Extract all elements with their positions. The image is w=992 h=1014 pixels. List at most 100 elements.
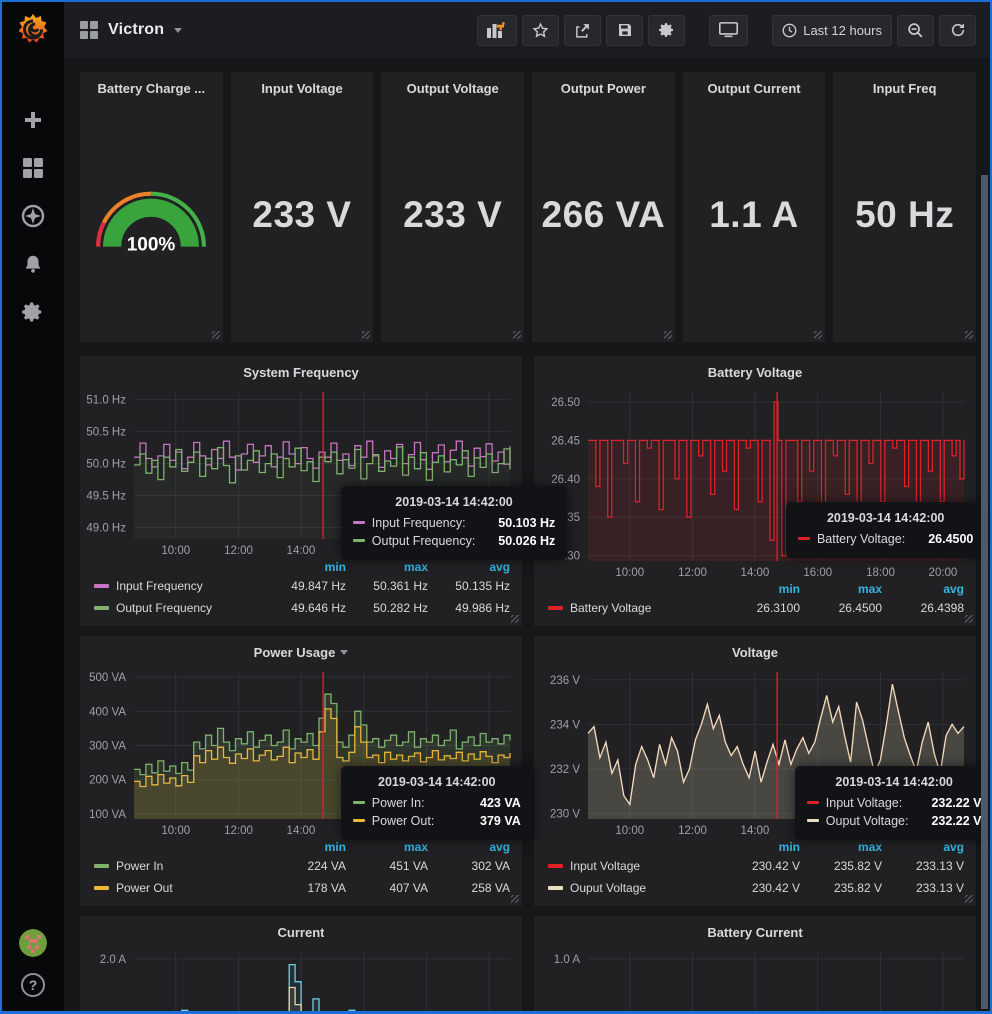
- panel-resize-handle[interactable]: [362, 331, 370, 339]
- legend-series-toggle[interactable]: Output Frequency: [94, 601, 264, 615]
- panel-system-frequency: System Frequency51.0 Hz50.5 Hz50.0 Hz49.…: [80, 356, 522, 626]
- panel-resize-handle[interactable]: [511, 895, 519, 903]
- legend-series-toggle[interactable]: Power Out: [94, 881, 264, 895]
- panel-title[interactable]: Battery Charge ...: [98, 81, 206, 96]
- panel-resize-handle[interactable]: [965, 615, 973, 623]
- panel-title[interactable]: Battery Current: [707, 925, 802, 940]
- time-range-picker[interactable]: Last 12 hours: [772, 15, 892, 46]
- tooltip-row: Power In:423 VA: [353, 796, 521, 810]
- panel-resize-handle[interactable]: [814, 331, 822, 339]
- chart-area[interactable]: 2.0 A1.5 A1.0 A0.5 A10:0012:0014:0016:00…: [80, 943, 522, 1011]
- legend-value: 230.42 V: [718, 859, 800, 873]
- legend-series-toggle[interactable]: Battery Voltage: [548, 601, 718, 615]
- y-axis-tick: 50.0 Hz: [86, 459, 126, 471]
- tooltip-series-value: 232.22 V: [915, 814, 981, 828]
- panel-resize-handle[interactable]: [513, 331, 521, 339]
- panel-resize-handle[interactable]: [965, 331, 973, 339]
- y-axis-tick: 49.0 Hz: [86, 522, 126, 534]
- dashboard-settings-button[interactable]: [648, 15, 685, 46]
- tooltip-row: Power Out:379 VA: [353, 814, 521, 828]
- zoom-out-button[interactable]: [897, 15, 934, 46]
- charts-grid: System Frequency51.0 Hz50.5 Hz50.0 Hz49.…: [80, 356, 976, 1011]
- dashboards-icon[interactable]: [21, 156, 45, 180]
- panel-title[interactable]: Current: [278, 925, 325, 940]
- panel-title[interactable]: Input Voltage: [261, 81, 342, 96]
- add-panel-button[interactable]: [477, 15, 517, 46]
- graph-tooltip: 2019-03-14 14:42:00Power In:423 VAPower …: [341, 766, 533, 840]
- legend-value: 258 VA: [428, 881, 510, 895]
- panel-resize-handle[interactable]: [511, 615, 519, 623]
- add-icon[interactable]: [21, 108, 45, 132]
- legend-header: minmaxavg: [94, 558, 510, 575]
- series-color-swatch: [353, 539, 365, 542]
- y-axis-tick: 49.5 Hz: [86, 491, 126, 503]
- tooltip-row: Battery Voltage:26.4500: [798, 532, 973, 546]
- tooltip-series-value: 50.026 Hz: [482, 534, 555, 548]
- series-color-swatch: [807, 819, 819, 822]
- stat-value: 1.1 A: [683, 99, 826, 342]
- star-button[interactable]: [522, 15, 559, 46]
- legend-column-header: min: [264, 560, 346, 574]
- scrollbar-thumb[interactable]: [981, 175, 988, 1009]
- refresh-button[interactable]: [939, 15, 976, 46]
- panel-title[interactable]: Input Freq: [873, 81, 937, 96]
- y-axis-tick: 26.45: [551, 435, 580, 447]
- y-axis-tick: 400 VA: [89, 706, 126, 718]
- chart-area[interactable]: 1.0 A0.5 A10:0012:0014:0016:0018:0020:00: [534, 943, 976, 1011]
- panel-resize-handle[interactable]: [664, 331, 672, 339]
- panel-output-power: Output Power 266 VA: [532, 72, 675, 342]
- tooltip-row: Ouput Voltage:232.22 V: [807, 814, 982, 828]
- x-axis-tick: 10:00: [615, 567, 644, 579]
- legend-series-toggle[interactable]: Input Frequency: [94, 579, 264, 593]
- panel-title[interactable]: Output Power: [561, 81, 646, 96]
- gauge-value: 100%: [127, 234, 176, 255]
- y-axis-tick: 500 VA: [89, 672, 126, 684]
- panel-title[interactable]: Voltage: [732, 645, 778, 660]
- save-button[interactable]: [606, 15, 643, 46]
- panel-title[interactable]: Battery Voltage: [708, 365, 802, 380]
- series-color-swatch: [353, 521, 365, 524]
- legend-column-header: avg: [428, 560, 510, 574]
- legend: minmaxavgPower In224 VA451 VA302 VAPower…: [80, 838, 522, 906]
- panel-title[interactable]: System Frequency: [243, 365, 359, 380]
- panel-power-usage: Power Usage500 VA400 VA300 VA200 VA100 V…: [80, 636, 522, 906]
- legend-value: 235.82 V: [800, 881, 882, 895]
- x-axis-tick: 10:00: [161, 825, 190, 837]
- stat-value: 266 VA: [532, 99, 675, 342]
- explore-compass-icon[interactable]: [21, 204, 45, 228]
- legend-series-label: Power In: [116, 859, 163, 873]
- grafana-logo[interactable]: [13, 10, 53, 50]
- x-axis-tick: 20:00: [929, 567, 958, 579]
- legend-series-toggle[interactable]: Ouput Voltage: [548, 881, 718, 895]
- settings-gear-icon[interactable]: [21, 300, 45, 324]
- legend-series-label: Battery Voltage: [570, 601, 651, 615]
- chevron-down-icon: [340, 650, 348, 655]
- legend-series-toggle[interactable]: Input Voltage: [548, 859, 718, 873]
- tv-mode-button[interactable]: [709, 15, 748, 46]
- y-axis-tick: 200 VA: [89, 775, 126, 787]
- share-button[interactable]: [564, 15, 601, 46]
- panel-title[interactable]: Output Current: [707, 81, 800, 96]
- panel-input-freq: Input Freq 50 Hz: [833, 72, 976, 342]
- tooltip-timestamp: 2019-03-14 14:42:00: [353, 495, 556, 509]
- dashboard-picker[interactable]: Victron: [80, 21, 182, 39]
- legend-value: 451 VA: [346, 859, 428, 873]
- legend-column-header: avg: [882, 840, 964, 854]
- help-icon[interactable]: ?: [21, 973, 45, 997]
- chart-svg: 2.0 A1.5 A1.0 A0.5 A10:0012:0014:0016:00…: [80, 943, 522, 1011]
- panel-resize-handle[interactable]: [212, 331, 220, 339]
- legend-header: minmaxavg: [548, 838, 964, 855]
- alerting-bell-icon[interactable]: [21, 252, 45, 276]
- panel-title[interactable]: Power Usage: [254, 645, 336, 660]
- dashboard-title[interactable]: Victron: [108, 21, 164, 39]
- legend-series-toggle[interactable]: Power In: [94, 859, 264, 873]
- stats-row: Battery Charge ... 100% Input Voltage 23…: [80, 72, 976, 342]
- y-axis-tick: 51.0 Hz: [86, 395, 126, 407]
- panel-resize-handle[interactable]: [965, 895, 973, 903]
- legend-series-label: Ouput Voltage: [570, 881, 646, 895]
- x-axis-tick: 10:00: [615, 825, 644, 837]
- panel-title[interactable]: Output Voltage: [407, 81, 499, 96]
- legend-row: Output Frequency49.646 Hz50.282 Hz49.986…: [94, 597, 510, 619]
- user-avatar[interactable]: [19, 929, 47, 957]
- x-axis-tick: 18:00: [866, 567, 895, 579]
